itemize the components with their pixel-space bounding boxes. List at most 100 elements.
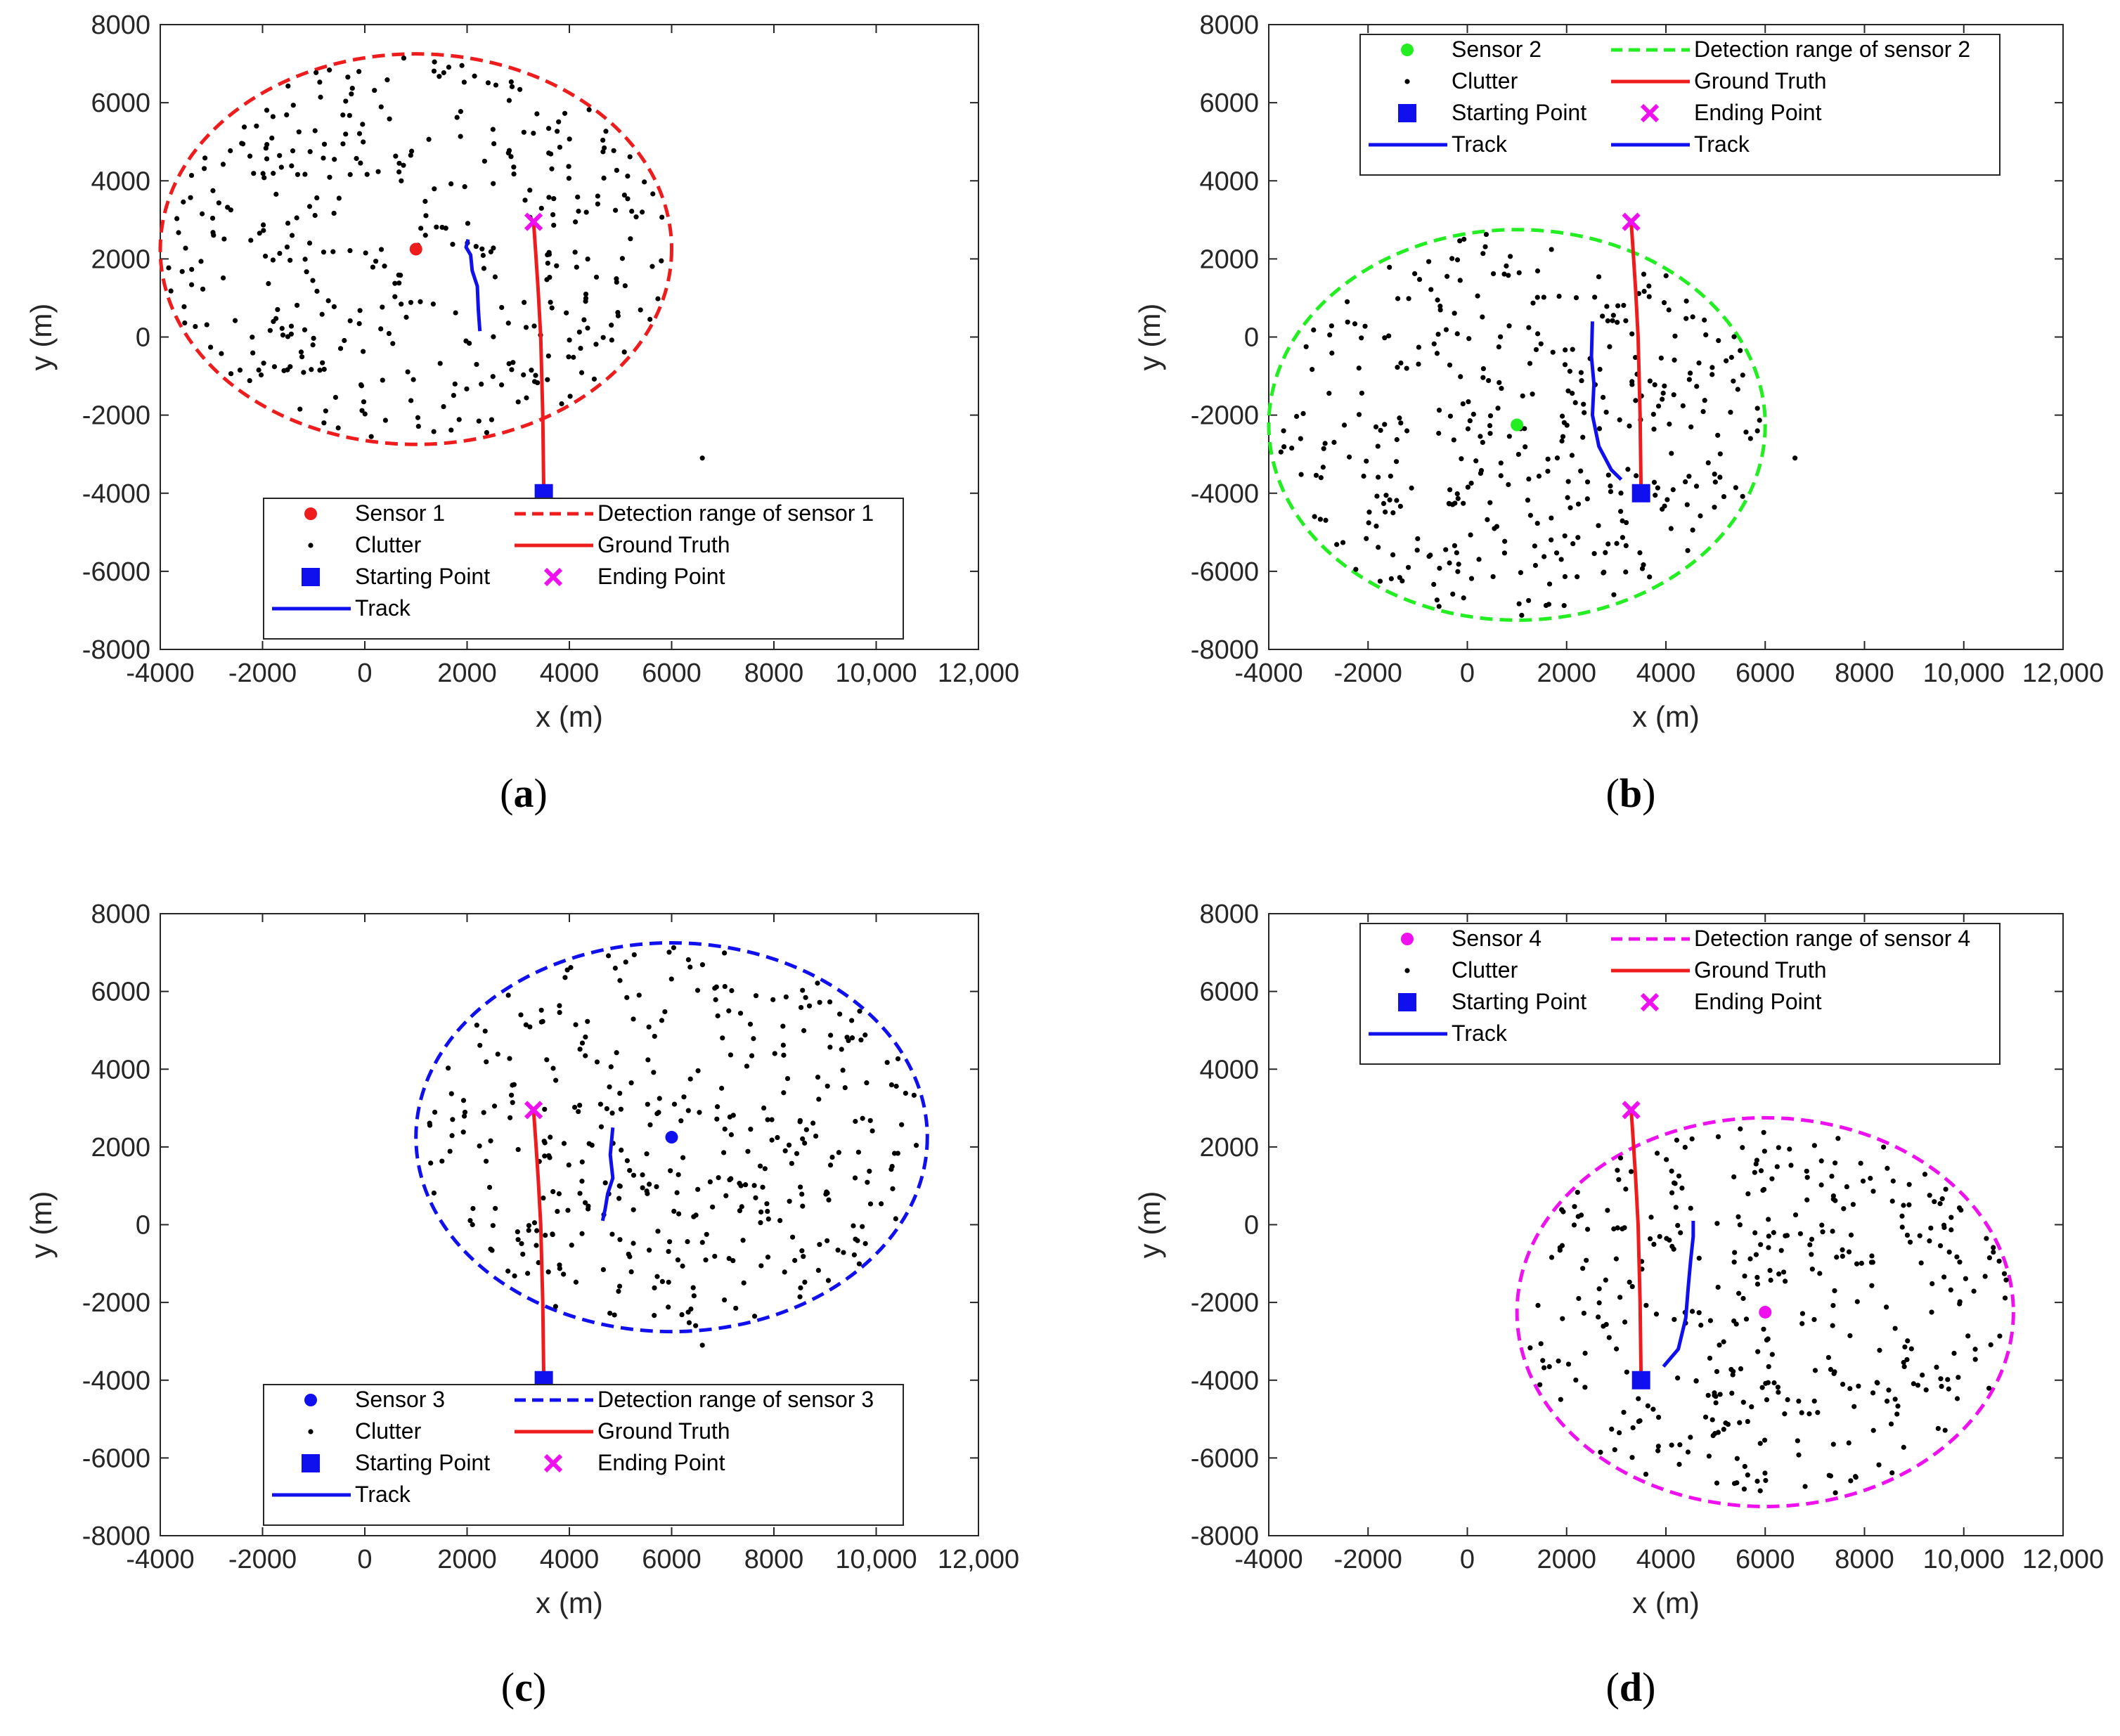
clutter-point bbox=[722, 1297, 728, 1303]
clutter-point bbox=[557, 1003, 562, 1009]
clutter-point bbox=[1627, 1279, 1632, 1285]
clutter-point bbox=[1568, 505, 1573, 511]
clutter-point bbox=[1559, 1207, 1565, 1212]
clutter-point bbox=[1754, 1281, 1761, 1287]
clutter-point bbox=[399, 302, 404, 307]
clutter-point bbox=[1573, 1377, 1579, 1383]
clutter-point bbox=[577, 1102, 583, 1108]
clutter-point bbox=[1579, 378, 1584, 384]
clutter-point bbox=[1382, 335, 1388, 341]
clutter-point bbox=[1540, 1358, 1546, 1363]
clutter-point bbox=[1906, 1202, 1912, 1207]
clutter-point bbox=[477, 1042, 483, 1048]
clutter-point bbox=[577, 1047, 583, 1052]
clutter-point bbox=[1888, 1421, 1894, 1427]
legend-icon-dot bbox=[308, 543, 314, 548]
clutter-point bbox=[1785, 1397, 1790, 1403]
clutter-point bbox=[1765, 1336, 1771, 1342]
clutter-point bbox=[1705, 1392, 1711, 1398]
clutter-point bbox=[1939, 1383, 1944, 1390]
clutter-point bbox=[1672, 357, 1677, 363]
clutter-point bbox=[827, 999, 833, 1005]
clutter-point bbox=[680, 1263, 685, 1269]
clutter-point bbox=[743, 1182, 749, 1188]
clutter-point bbox=[1394, 498, 1400, 503]
clutter-point bbox=[531, 1220, 538, 1226]
clutter-point bbox=[1870, 1390, 1876, 1396]
clutter-point bbox=[510, 1100, 515, 1106]
y-tick-label: 2000 bbox=[1199, 1133, 1259, 1162]
clutter-point bbox=[1683, 479, 1688, 485]
clutter-point bbox=[1894, 1411, 1900, 1417]
clutter-point bbox=[655, 296, 661, 302]
clutter-point bbox=[363, 250, 368, 256]
clutter-point bbox=[312, 212, 318, 219]
clutter-point bbox=[1584, 479, 1591, 485]
clutter-point bbox=[1623, 318, 1629, 323]
clutter-point bbox=[1476, 557, 1482, 562]
clutter-point bbox=[1749, 1404, 1754, 1410]
clutter-point bbox=[531, 323, 537, 329]
clutter-point bbox=[1854, 1261, 1860, 1267]
clutter-point bbox=[633, 214, 639, 220]
clutter-point bbox=[800, 1136, 806, 1141]
clutter-point bbox=[347, 247, 353, 254]
clutter-point bbox=[1927, 1238, 1932, 1244]
clutter-point bbox=[1455, 569, 1461, 574]
clutter-point bbox=[557, 144, 563, 150]
clutter-point bbox=[803, 995, 808, 1000]
clutter-point bbox=[1326, 391, 1332, 396]
clutter-point bbox=[1721, 1427, 1726, 1432]
clutter-point bbox=[1731, 378, 1736, 384]
clutter-point bbox=[473, 244, 479, 250]
clutter-point bbox=[343, 131, 349, 137]
clutter-point bbox=[608, 1064, 614, 1070]
x-axis-label: x (m) bbox=[536, 700, 603, 733]
clutter-point bbox=[1759, 1385, 1765, 1390]
clutter-point bbox=[1731, 1259, 1737, 1265]
clutter-point bbox=[302, 257, 308, 262]
clutter-point bbox=[1550, 349, 1556, 355]
y-tick-label: 8000 bbox=[1199, 11, 1259, 40]
clutter-point bbox=[666, 1248, 671, 1255]
clutter-point bbox=[1716, 337, 1721, 344]
clutter-point bbox=[451, 392, 456, 399]
clutter-point bbox=[1844, 1184, 1849, 1190]
clutter-point bbox=[1293, 413, 1300, 420]
clutter-point bbox=[777, 1217, 783, 1224]
clutter-point bbox=[650, 191, 656, 197]
clutter-point bbox=[1996, 1258, 2002, 1264]
clutter-point bbox=[1669, 1168, 1674, 1174]
clutter-point bbox=[799, 1248, 805, 1254]
clutter-point bbox=[1776, 1271, 1782, 1277]
ending-point-marker bbox=[524, 1101, 543, 1120]
clutter-point bbox=[671, 1208, 677, 1214]
clutter-point bbox=[359, 408, 365, 413]
clutter-point bbox=[1356, 365, 1362, 371]
clutter-point bbox=[636, 992, 642, 998]
clutter-point bbox=[769, 1117, 775, 1122]
caption-open-paren: ( bbox=[1606, 1664, 1620, 1710]
clutter-point bbox=[462, 1109, 468, 1115]
clutter-point bbox=[1388, 473, 1393, 479]
x-tick-label: 10,000 bbox=[835, 1545, 917, 1574]
clutter-point bbox=[1721, 493, 1727, 500]
clutter-point bbox=[288, 323, 295, 329]
clutter-point bbox=[659, 1278, 666, 1285]
clutter-point bbox=[1515, 451, 1521, 458]
clutter-point bbox=[609, 1231, 615, 1237]
clutter-point bbox=[521, 129, 526, 135]
clutter-point bbox=[1819, 1222, 1825, 1228]
legend-icon-sensor bbox=[1401, 933, 1414, 945]
clutter-point bbox=[302, 171, 308, 177]
clutter-point bbox=[476, 418, 481, 424]
clutter-point bbox=[515, 1229, 520, 1235]
clutter-point bbox=[1733, 485, 1738, 491]
clutter-point bbox=[789, 1234, 796, 1240]
clutter-point bbox=[1437, 303, 1443, 309]
clutter-point bbox=[1533, 346, 1539, 353]
clutter-point bbox=[1575, 501, 1582, 507]
legend-label: Track bbox=[1694, 131, 1750, 157]
clutter-point bbox=[491, 141, 497, 147]
clutter-point bbox=[1454, 257, 1461, 263]
